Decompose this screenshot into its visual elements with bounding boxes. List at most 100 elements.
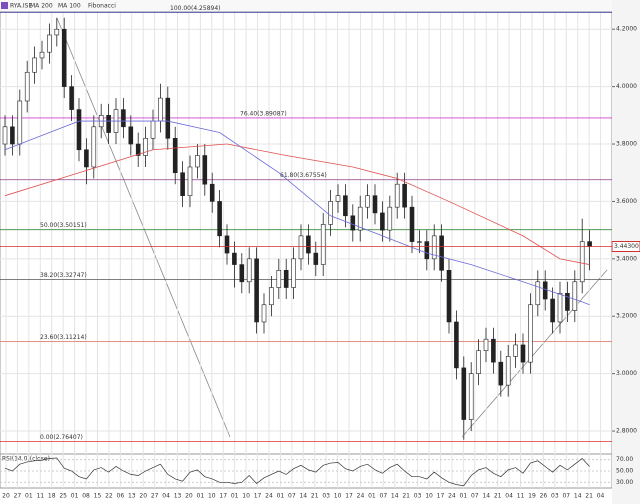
x-tick-label: 27 xyxy=(151,493,159,500)
x-tick-label: 03 xyxy=(322,493,330,500)
candle-body xyxy=(417,241,422,243)
x-tick-label: 01 xyxy=(277,493,285,500)
rsi-tick-label: 50.00 xyxy=(616,468,633,475)
candle-body xyxy=(128,126,134,145)
candle-body xyxy=(468,373,474,420)
candle-body xyxy=(202,155,208,185)
x-tick-label: 21 xyxy=(402,493,410,500)
x-tick-label: 14 xyxy=(482,493,490,500)
legend-entry: MA 200 xyxy=(30,3,53,10)
x-tick-label: 17 xyxy=(437,493,445,500)
candle-body xyxy=(409,206,415,242)
fib-label: 38.20(3.32747) xyxy=(40,272,87,279)
candle-body xyxy=(143,137,148,156)
candle-body xyxy=(454,321,459,369)
x-tick-label: 03 xyxy=(551,493,559,500)
x-tick-label: 22 xyxy=(105,493,113,500)
last-price-box xyxy=(611,240,640,252)
x-tick-label: 01 xyxy=(197,493,205,500)
fib-label: 23.60(3.11214) xyxy=(40,334,87,341)
x-tick-label: 01 xyxy=(231,493,239,500)
candle-body xyxy=(476,350,481,374)
candle-body xyxy=(380,212,385,231)
candle-body xyxy=(195,155,200,168)
rsi-tick-label: 30.00 xyxy=(616,479,633,486)
candle-body xyxy=(283,270,289,288)
y-tick-label: 3.0000 xyxy=(616,370,637,377)
candle-body xyxy=(313,252,319,265)
candle-body xyxy=(387,206,393,231)
right-axis xyxy=(612,0,640,504)
fib-label: 76.40(3.89087) xyxy=(240,110,287,117)
candle-body xyxy=(579,241,585,283)
header-bar xyxy=(0,0,612,11)
y-tick-label: 2.8000 xyxy=(616,428,637,435)
candle-body xyxy=(542,281,548,300)
x-tick-label: 01 xyxy=(71,493,79,500)
x-tick-label: 24 xyxy=(357,493,365,500)
candle-body xyxy=(394,183,400,208)
x-tick-label: 19 xyxy=(528,493,536,500)
candle-body xyxy=(180,172,185,196)
x-tick-label: 20 xyxy=(2,493,10,500)
candle-body xyxy=(54,28,60,36)
candle-body xyxy=(498,361,504,386)
x-tick-label: 27 xyxy=(14,493,22,500)
x-tick-label: 15 xyxy=(94,493,102,500)
candle-body xyxy=(565,292,570,311)
x-tick-label: 17 xyxy=(254,493,262,500)
candle-body xyxy=(187,166,193,196)
candle-body xyxy=(350,215,356,231)
candle-body xyxy=(269,287,274,306)
y-tick-label: 3.8000 xyxy=(616,141,637,148)
x-tick-label: 07 xyxy=(562,493,570,500)
rsi-label: RSI(14.0)(close) xyxy=(2,456,50,463)
x-tick-label: 26 xyxy=(540,493,548,500)
candle-body xyxy=(320,224,326,265)
fib-label: 50.00(3.50151) xyxy=(40,222,87,229)
x-tick-label: 25 xyxy=(59,493,67,500)
candle-body xyxy=(121,109,126,128)
candle-body xyxy=(328,201,333,225)
y-tick-label: 4.0000 xyxy=(616,83,637,90)
candle-body xyxy=(535,281,541,306)
x-tick-label: 04 xyxy=(505,493,513,500)
y-tick-label: 3.2000 xyxy=(616,313,637,320)
candle-body xyxy=(91,126,97,168)
candle-body xyxy=(165,97,171,139)
x-tick-label: 04 xyxy=(162,493,170,500)
x-tick-label: 17 xyxy=(219,493,227,500)
candle-body xyxy=(402,183,407,208)
candle-body xyxy=(572,281,578,311)
y-tick-label: 3.4000 xyxy=(616,255,637,262)
x-tick-label: 08 xyxy=(82,493,90,500)
x-tick-label: 13 xyxy=(174,493,182,500)
x-tick-label: 01 xyxy=(368,493,376,500)
candle-body xyxy=(520,344,526,363)
candle-body xyxy=(158,97,163,122)
candle-body xyxy=(491,338,496,363)
candle-body xyxy=(239,264,245,283)
x-tick-label: 07 xyxy=(288,493,296,500)
x-tick-label: 10 xyxy=(242,493,250,500)
x-tick-label: 11 xyxy=(36,493,44,500)
x-tick-label: 21 xyxy=(585,493,593,500)
candle-body xyxy=(254,258,259,323)
x-tick-label: 21 xyxy=(494,493,502,500)
ma-line xyxy=(4,143,590,265)
legend-entry: MA 100 xyxy=(58,3,81,10)
candle-body xyxy=(150,120,156,139)
candle-body xyxy=(306,235,311,254)
candle-body xyxy=(461,367,467,420)
candle-body xyxy=(483,338,489,351)
candle-body xyxy=(335,195,341,202)
rsi-line xyxy=(4,457,590,487)
candle-body xyxy=(17,100,23,145)
candle-body xyxy=(10,126,15,145)
candle-body xyxy=(550,298,555,323)
candle-body xyxy=(76,109,82,151)
candle-body xyxy=(209,183,215,202)
candle-body xyxy=(261,304,267,323)
x-tick-label: 01 xyxy=(25,493,33,500)
candle-body xyxy=(291,258,296,288)
